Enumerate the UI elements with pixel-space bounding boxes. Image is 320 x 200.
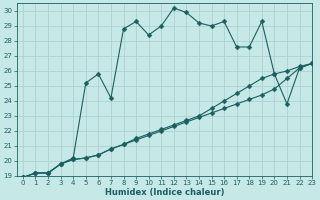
X-axis label: Humidex (Indice chaleur): Humidex (Indice chaleur) [105,188,224,197]
